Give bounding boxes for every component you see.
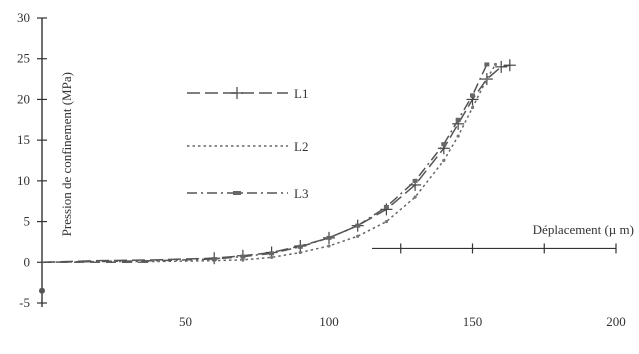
data-point bbox=[493, 62, 498, 67]
origin-marker bbox=[39, 287, 45, 294]
data-point bbox=[384, 219, 388, 224]
series-line bbox=[41, 64, 497, 264]
data-point bbox=[269, 251, 275, 256]
y-tick-label: 15 bbox=[17, 132, 30, 147]
data-point bbox=[470, 93, 475, 98]
data-point bbox=[441, 142, 447, 147]
legend-item-l2: L2 bbox=[187, 139, 308, 154]
legend-item-l3: L3 bbox=[187, 186, 308, 201]
data-point bbox=[413, 195, 417, 199]
data-point bbox=[455, 117, 461, 122]
legend-label: L1 bbox=[294, 86, 308, 101]
series-line bbox=[41, 64, 510, 264]
data-point bbox=[326, 235, 332, 240]
series-l3 bbox=[41, 62, 490, 264]
y-tick-label: 30 bbox=[17, 10, 30, 25]
data-point bbox=[231, 87, 243, 99]
data-point bbox=[270, 255, 274, 259]
data-point bbox=[383, 204, 389, 209]
data-point bbox=[355, 223, 361, 228]
series-line bbox=[41, 64, 488, 264]
y-axis: -5 0 5 10 15 20 25 30 bbox=[17, 10, 47, 310]
x-tick-label: 100 bbox=[319, 314, 339, 329]
y-axis-title: Pression de confinement (MPa) bbox=[59, 72, 74, 236]
data-point bbox=[241, 258, 245, 262]
data-point bbox=[412, 178, 418, 183]
data-point bbox=[211, 257, 217, 262]
data-point bbox=[456, 134, 460, 138]
data-point bbox=[298, 250, 302, 255]
y-tick-label: 0 bbox=[24, 254, 31, 269]
data-point bbox=[503, 59, 516, 72]
y-tick-label: 10 bbox=[17, 173, 30, 188]
x-axis-title: Déplacement (µ m) bbox=[533, 222, 634, 237]
data-point bbox=[485, 77, 489, 81]
y-tick-label: -5 bbox=[19, 295, 30, 310]
data-point bbox=[356, 234, 360, 238]
x-axis: 50 100 150 200 bbox=[39, 243, 626, 329]
legend-item-l1: L1 bbox=[187, 86, 308, 101]
data-point bbox=[495, 60, 508, 73]
legend-label: L3 bbox=[294, 186, 308, 201]
data-point bbox=[484, 62, 490, 67]
legend-marker bbox=[233, 191, 241, 195]
series-layer bbox=[41, 59, 516, 265]
data-point bbox=[470, 105, 475, 110]
x-tick-label: 50 bbox=[179, 314, 192, 329]
legend-label: L2 bbox=[294, 139, 308, 154]
y-tick-label: 5 bbox=[24, 214, 31, 229]
data-point bbox=[297, 244, 303, 249]
legend: L1 L2 L3 bbox=[187, 86, 308, 201]
x-tick-label: 150 bbox=[463, 314, 483, 329]
x-tick-label: 200 bbox=[606, 314, 626, 329]
data-point bbox=[240, 254, 246, 259]
data-point bbox=[327, 244, 331, 248]
data-point bbox=[442, 158, 446, 163]
y-tick-label: 20 bbox=[17, 91, 30, 106]
y-tick-label: 25 bbox=[17, 51, 30, 66]
